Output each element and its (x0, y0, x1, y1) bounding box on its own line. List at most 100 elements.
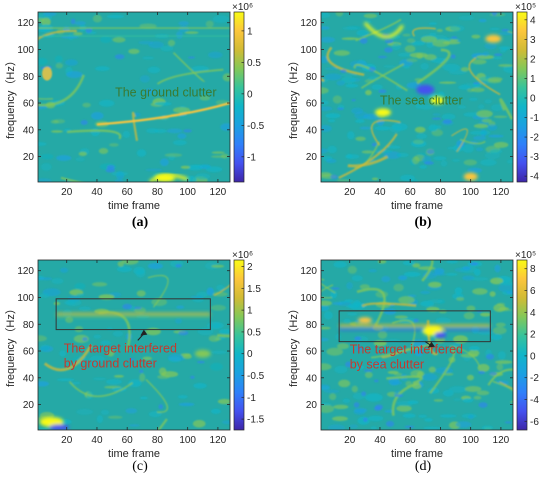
x-tick-label: 80 (435, 435, 447, 446)
colorbar (233, 11, 245, 183)
x-tick-label: 120 (493, 187, 510, 198)
y-tick-label: 60 (23, 99, 35, 110)
x-tick-label: 40 (374, 187, 386, 198)
heatmap-field (38, 260, 230, 430)
colorbar-tick-label: -1 (530, 113, 539, 124)
x-tick-label: 120 (210, 187, 227, 198)
x-axis-label: time frame (391, 448, 443, 460)
heatmap-texture (38, 12, 230, 182)
colorbar-tick-label: 0 (247, 349, 253, 360)
y-tick-label: 100 (300, 45, 317, 56)
annotation-text: The sea clutter (380, 93, 463, 107)
y-tick-label: 20 (306, 400, 318, 411)
colorbar-tick-label: 0 (530, 93, 536, 104)
colorbar-exponent: ×10⁶ (232, 250, 253, 261)
colorbar-tick-label: 4 (530, 308, 536, 319)
y-tick-label: 60 (306, 347, 318, 358)
colorbar-tick-label: -0.5 (247, 121, 265, 132)
colorbar-tick-label: 2 (247, 262, 253, 273)
colorbar-tick-label: -3 (530, 152, 539, 163)
y-axis-label: frequency（Hz） (287, 55, 300, 139)
colorbar-tick-label: 4 (530, 15, 536, 26)
x-tick-label: 20 (344, 187, 356, 198)
x-tick-label: 60 (405, 435, 417, 446)
colorbar-tick-label: -4 (530, 395, 539, 406)
y-tick-label: 80 (306, 72, 318, 83)
colorbar-tick-label: 0 (247, 89, 253, 100)
x-axis-label: time frame (391, 200, 443, 212)
y-tick-label: 120 (300, 266, 317, 277)
colorbar-tick-label: 2 (530, 330, 536, 341)
x-tick-label: 80 (435, 187, 447, 198)
annotation-line: by sea clutter (350, 358, 424, 372)
annotation-arrowhead (140, 329, 148, 336)
x-tick-label: 60 (122, 435, 134, 446)
x-axis-label: time frame (108, 448, 160, 460)
annotation-text: The ground clutter (115, 85, 216, 99)
colorbar-tick-label: 2 (530, 54, 536, 65)
colorbar-tick-label: 0.5 (247, 327, 261, 338)
colorbar-exponent: ×10⁵ (515, 2, 536, 13)
y-tick-label: 60 (306, 99, 318, 110)
colorbar-tick-label: -6 (530, 417, 539, 428)
colorbar (233, 259, 245, 431)
colorbar-tick-label: 0.5 (247, 58, 261, 69)
x-tick-label: 20 (61, 435, 73, 446)
y-tick-label: 20 (306, 152, 318, 163)
annotation-line: The target interfered (350, 343, 463, 357)
x-tick-label: 60 (122, 187, 134, 198)
x-tick-label: 80 (152, 435, 164, 446)
y-tick-label: 80 (23, 72, 35, 83)
y-tick-label: 100 (17, 45, 34, 56)
heatmap-texture (38, 260, 230, 430)
y-tick-label: 60 (23, 347, 35, 358)
colorbar-tick-label: -0.5 (247, 371, 265, 382)
y-tick-label: 20 (23, 152, 35, 163)
panel-caption: (c) (132, 459, 148, 474)
axes-frame (37, 259, 231, 431)
panel-caption: (b) (414, 215, 431, 230)
target-box (55, 298, 211, 331)
colorbar (516, 11, 528, 183)
colorbar-tick-label: -2 (530, 373, 539, 384)
y-tick-label: 120 (17, 18, 34, 29)
x-tick-label: 40 (91, 435, 103, 446)
colorbar-tick-label: 1 (530, 74, 536, 85)
y-tick-label: 120 (17, 266, 34, 277)
colorbar-tick-label: -1 (247, 393, 256, 404)
colorbar-tick-label: 6 (530, 286, 536, 297)
x-tick-label: 80 (152, 187, 164, 198)
colorbar-tick-label: 0 (530, 351, 536, 362)
x-tick-label: 120 (493, 435, 510, 446)
y-tick-label: 40 (306, 125, 318, 136)
y-tick-label: 80 (23, 320, 35, 331)
colorbar-tick-label: 1 (247, 306, 253, 317)
heatmap-texture (321, 12, 513, 182)
annotation-line: by ground clutter (64, 356, 157, 370)
colorbar-tick-label: -1.5 (247, 415, 265, 426)
colorbar-tick-label: 1.5 (247, 284, 261, 295)
colorbar-exponent: ×10⁶ (232, 2, 253, 13)
y-tick-label: 100 (17, 293, 34, 304)
colorbar-tick-label: -2 (530, 133, 539, 144)
colorbar-exponent: ×10⁵ (515, 250, 536, 261)
axes-frame (320, 11, 514, 183)
y-tick-label: 40 (23, 373, 35, 384)
x-axis-label: time frame (108, 200, 160, 212)
y-tick-label: 80 (306, 320, 318, 331)
x-tick-label: 60 (405, 187, 417, 198)
y-tick-label: 100 (300, 293, 317, 304)
panel-caption: (d) (415, 459, 432, 474)
panel-caption: (a) (132, 215, 149, 230)
colorbar-tick-label: 8 (530, 264, 536, 275)
colorbar-tick-label: -4 (530, 172, 539, 183)
y-tick-label: 20 (23, 400, 35, 411)
y-axis-label: frequency（Hz） (4, 303, 17, 387)
heatmap-field (321, 12, 513, 182)
x-tick-label: 40 (374, 435, 386, 446)
colorbar (516, 259, 528, 431)
